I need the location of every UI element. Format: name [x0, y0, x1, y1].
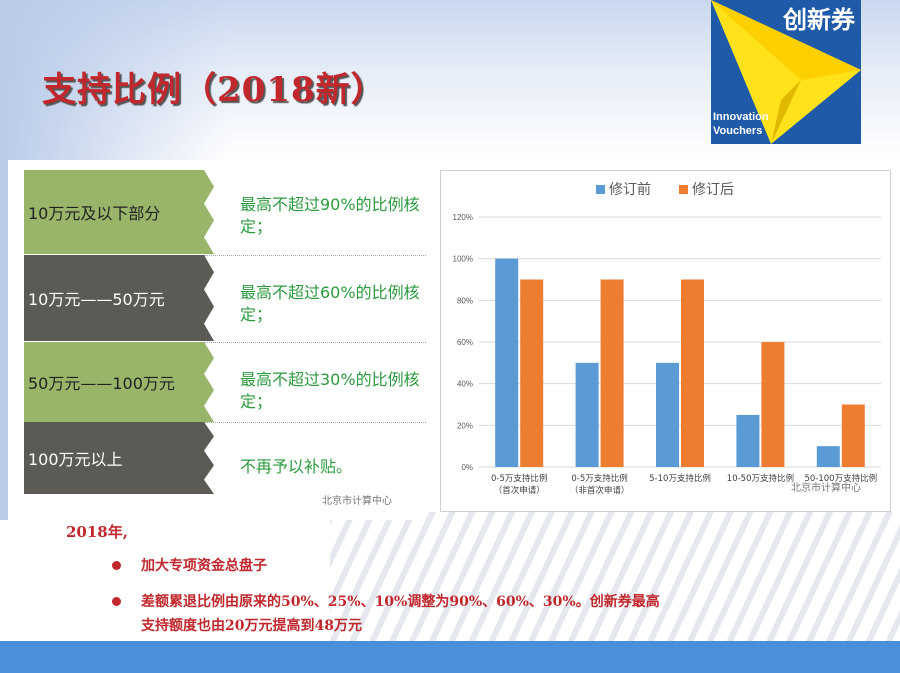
x-tick-label: （非首次申请） [570, 485, 630, 496]
x-tick-label: 0-5万支持比例 [571, 473, 627, 484]
tier-rule: 最高不超过60%的比例核定； [240, 283, 420, 324]
y-tick-label: 80% [457, 296, 473, 305]
y-tick-label: 40% [457, 380, 473, 389]
bar-修订后 [841, 404, 865, 467]
tier-range: 100万元以上 [24, 422, 204, 494]
watermark: 北京市计算中心 [322, 496, 392, 507]
tier-divider [204, 342, 426, 343]
y-tick-label: 60% [457, 338, 473, 347]
x-tick-label: 10-50万支持比例 [727, 473, 794, 484]
bar-修订前 [736, 414, 760, 467]
chart-watermark: 北京市计算中心 [791, 481, 861, 494]
bullet-dot [112, 597, 121, 606]
x-tick-label: （首次申请） [494, 485, 545, 496]
tier-divider [204, 255, 426, 256]
bar-修订后 [681, 279, 704, 467]
note-bullet: 加大专项资金总盘子 [141, 558, 267, 574]
y-tick-label: 120% [453, 213, 473, 222]
y-tick-label: 100% [453, 255, 473, 264]
tier-divider [204, 422, 426, 423]
tier-rule: 最高不超过90%的比例核定； [240, 195, 420, 236]
y-tick-label: 0% [461, 463, 473, 472]
support-tier-table: 10万元及以下部分 最高不超过90%的比例核定； 10万元——50万元 最高不超… [8, 160, 426, 520]
bar-修订前 [575, 362, 599, 467]
legend-label: 修订前 [609, 181, 651, 198]
logo-english-line1: Innovation [713, 111, 769, 123]
x-tick-label: 5-10万支持比例 [649, 473, 711, 484]
logo-english-text: Innovation Vouchers [713, 110, 769, 138]
tier-rule: 最高不超过30%的比例核定； [240, 370, 420, 411]
legend-swatch [596, 185, 605, 194]
page-title: 支持比例（2018新） [42, 70, 386, 110]
note-bullet-continued: 支持额度也由20万元提高到48万元 [141, 618, 362, 634]
tier-range: 10万元及以下部分 [24, 170, 204, 254]
bar-修订前 [816, 446, 840, 467]
x-tick-label: 50-100万支持比例 [804, 473, 877, 484]
notes-year: 2018年, [66, 523, 128, 541]
innovation-voucher-logo: 创新券 Innovation Vouchers [711, 0, 861, 144]
bar-修订后 [761, 342, 785, 467]
bar-chart-svg: 0%20%40%60%80%100%120%0-5万支持比例（首次申请）0-5万… [453, 181, 881, 496]
bullet-dot [112, 561, 121, 570]
legend-label: 修订后 [692, 182, 734, 198]
bar-修订前 [656, 362, 679, 467]
x-tick-label: 0-5万支持比例 [491, 473, 547, 484]
bar-修订后 [520, 279, 544, 467]
footer-band [0, 641, 900, 673]
bar-修订后 [600, 279, 624, 467]
note-bullet: 差额累退比例由原来的50%、25%、10%调整为90%、60%、30%。创新券最… [141, 594, 660, 610]
bar-修订前 [495, 258, 519, 467]
support-ratio-chart: 0% 20% 40% 60% 80% 100% 120% 0-5万支持比例 （首次申请） 0-5万… [440, 170, 891, 512]
tier-rule: 不再予以补贴。 [240, 457, 353, 476]
stadium-decoration [330, 512, 900, 642]
paper-plane-icon [711, 0, 861, 144]
tier-range: 10万元——50万元 [24, 255, 204, 341]
y-tick-label: 20% [457, 421, 473, 430]
tier-range: 50万元——100万元 [24, 342, 204, 422]
legend-swatch [679, 185, 688, 194]
logo-brand-text: 创新券 [783, 6, 855, 34]
logo-english-line2: Vouchers [713, 125, 763, 137]
